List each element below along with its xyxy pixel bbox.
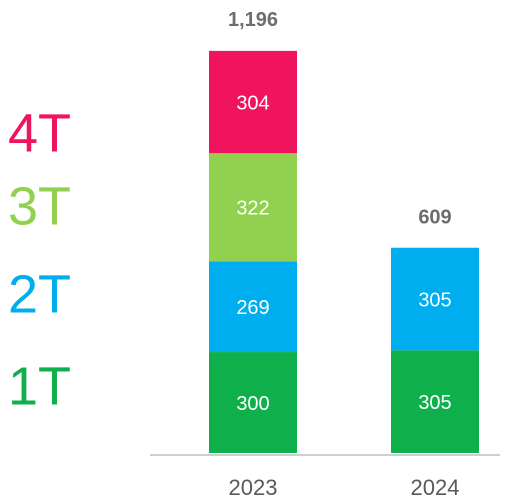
legend-label: 3T bbox=[8, 176, 71, 236]
bar-segment bbox=[209, 50, 297, 154]
segment-label: 304 bbox=[236, 92, 269, 114]
bar-segment bbox=[209, 261, 297, 353]
segment-label: 269 bbox=[236, 297, 269, 319]
segment-label: 305 bbox=[418, 289, 451, 311]
total-label: 609 bbox=[418, 206, 451, 228]
x-tick-label: 2024 bbox=[411, 475, 460, 500]
bar-segment bbox=[209, 153, 297, 262]
legend-label: 2T bbox=[8, 264, 71, 324]
legend-label: 4T bbox=[8, 103, 71, 163]
total-label: 1,196 bbox=[228, 9, 278, 31]
bar-segment bbox=[391, 350, 479, 453]
bar-segment bbox=[391, 247, 479, 351]
legend-label: 1T bbox=[8, 356, 71, 416]
segment-label: 300 bbox=[236, 393, 269, 415]
bar-segment bbox=[209, 352, 297, 453]
segment-label: 305 bbox=[418, 392, 451, 414]
x-tick-label: 2023 bbox=[229, 475, 278, 500]
segment-label: 322 bbox=[236, 198, 269, 220]
